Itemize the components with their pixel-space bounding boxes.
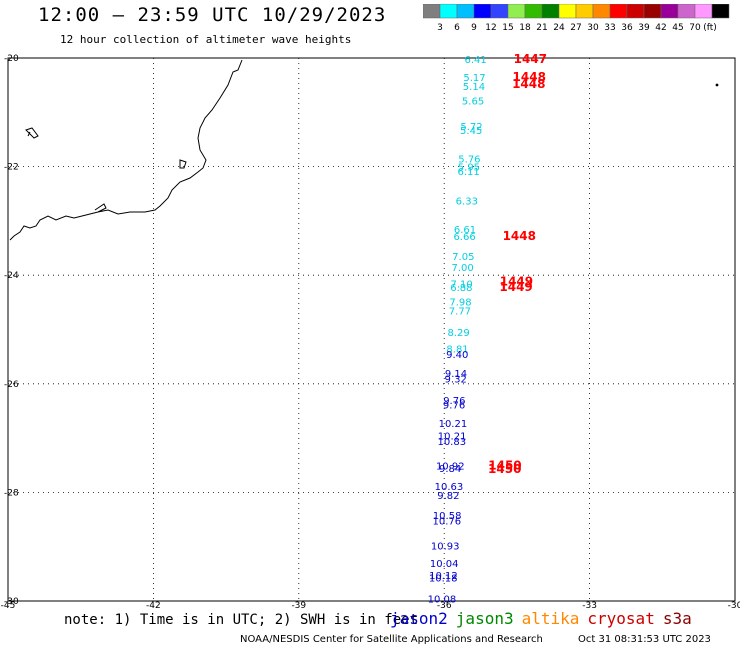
scale-label: 36 [621,23,633,33]
lon-label: -33 [582,601,597,610]
lon-label: -45 [1,601,16,610]
page-title: 12:00 – 23:59 UTC 10/29/2023 [38,4,387,26]
wave-height-label: 8.81 [446,345,468,356]
coastline [9,59,243,241]
wave-height-label: 9.40 [446,350,468,361]
wave-height-label: 6.41 [465,55,487,66]
observation-time-label: 1448 [513,70,546,84]
wave-height-label: 8.29 [447,328,469,339]
satellite-legend: jason2 jason3 altika cryosat s3a [390,609,700,628]
scale-label: 9 [471,23,477,33]
axis-labels: -20-22-24-26-28-30-45 -42 -39 -36 -33 -30 [1,54,740,610]
lat-label: -28 [4,488,19,498]
observation-time-label: 1449 [499,280,532,294]
wave-height-label: 9.14 [445,369,467,380]
island-dot [715,83,719,87]
lon-label: -36 [437,601,452,610]
lat-label: -26 [4,380,19,390]
lat-label: -20 [4,54,19,64]
wave-height-label: 9.76 [443,396,465,407]
scale-label: 30 [587,23,599,33]
wave-height-label: 9.84 [439,464,461,475]
wave-height-label: 7.00 [452,263,474,274]
scale-label: 18 [519,23,531,33]
page-subtitle: 12 hour collection of altimeter wave hei… [60,33,352,46]
wave-height-map[interactable]: 6.41 1447 5.17 1448 5.14 1448 5.65 5.725.45 5.76… [0,0,740,610]
scale-label: 33 [604,23,615,33]
wave-height-label: 9.76 [443,400,465,411]
observation-time-label: 1448 [512,77,545,91]
wave-height-label: 6.66 [453,232,475,243]
observation-time-label: 1449 [500,275,533,289]
scale-label: 12 [485,23,496,33]
satellite-cryosat: cryosat [587,609,655,628]
wave-height-label: 10.76 [432,517,461,528]
scale-label: (ft) [703,23,717,33]
wave-height-label: 10.58 [433,511,462,522]
scale-label: 70 [689,23,701,33]
lat-label: -22 [4,163,19,173]
wave-height-label: 10.18 [429,574,458,585]
generated-timestamp: Oct 31 08:31:53 UTC 2023 [578,634,711,645]
lat-label: -30 [4,597,19,607]
wave-height-label: 6.11 [458,167,480,178]
wave-height-label: 10.08 [428,594,457,605]
wave-height-label: 10.93 [431,542,460,553]
wave-height-label: 9.82 [437,491,459,502]
units-note: note: 1) Time is in UTC; 2) SWH is in fe… [64,612,419,628]
wave-height-label: 7.77 [449,306,471,317]
graticule [8,58,735,601]
wave-height-label: 6.88 [450,283,472,294]
wave-height-label: 10.21 [438,431,467,442]
wave-height-label: 10.21 [439,419,468,430]
observation-time-label: 1450 [488,458,521,472]
lon-label: -42 [146,601,161,610]
observation-time-label: 1448 [503,229,536,243]
wave-height-label: 7.98 [449,297,471,308]
wave-height-label: 7.05 [452,252,474,263]
scale-label: 27 [570,23,581,33]
island [25,127,39,139]
wave-height-label: 10.04 [430,559,459,570]
wave-height-label: 6.61 [454,225,476,236]
wave-height-label: 10.83 [437,437,466,448]
satellite-s3a: s3a [662,609,692,628]
scale-label: 6 [454,23,460,33]
scale-label: 39 [638,23,650,33]
wave-height-label: 5.76 [458,154,480,165]
wave-height-label: 5.72 [460,122,482,133]
wave-height-label: 5.17 [463,73,485,84]
wave-height-label: 5.65 [462,96,484,107]
wave-height-label: 5.95 [458,163,480,174]
wave-height-label: 10.63 [435,482,464,493]
observation-time-label: 1450 [488,462,521,476]
wave-height-label: 10.92 [436,461,465,472]
satellite-jason2: jason2 [390,609,448,628]
map-frame [7,57,736,602]
scale-label: 24 [553,23,565,33]
observation-labels: 6.41 1447 5.17 1448 5.14 1448 5.65 5.725.45 5.76… [428,52,547,605]
observation-time-label: 1447 [514,52,547,66]
satellite-jason3: jason3 [455,609,514,628]
scale-label: 3 [437,23,443,33]
lon-label: -39 [291,601,306,610]
scale-label: 45 [672,23,683,33]
wave-height-label: 5.14 [463,82,485,93]
wave-height-label: 9.32 [445,374,467,385]
scale-label: 21 [536,23,547,33]
wave-height-label: 7.10 [450,279,472,290]
satellite-altika: altika [521,609,580,628]
scale-label: 15 [502,23,513,33]
color-scale-legend: 3 6 9 12 15 18 21 24 27 30 33 36 39 42 45 70 (ft) [423,4,730,33]
wave-height-label: 10.12 [429,571,458,582]
scale-swatch [711,4,730,19]
lon-label: -30 [728,601,740,610]
scale-label: 42 [655,23,666,33]
wave-height-label: 5.45 [460,126,482,137]
wave-height-label: 6.33 [456,196,478,207]
lat-label: -24 [4,271,19,281]
credit-text: NOAA/NESDIS Center for Satellite Applica… [240,634,543,645]
